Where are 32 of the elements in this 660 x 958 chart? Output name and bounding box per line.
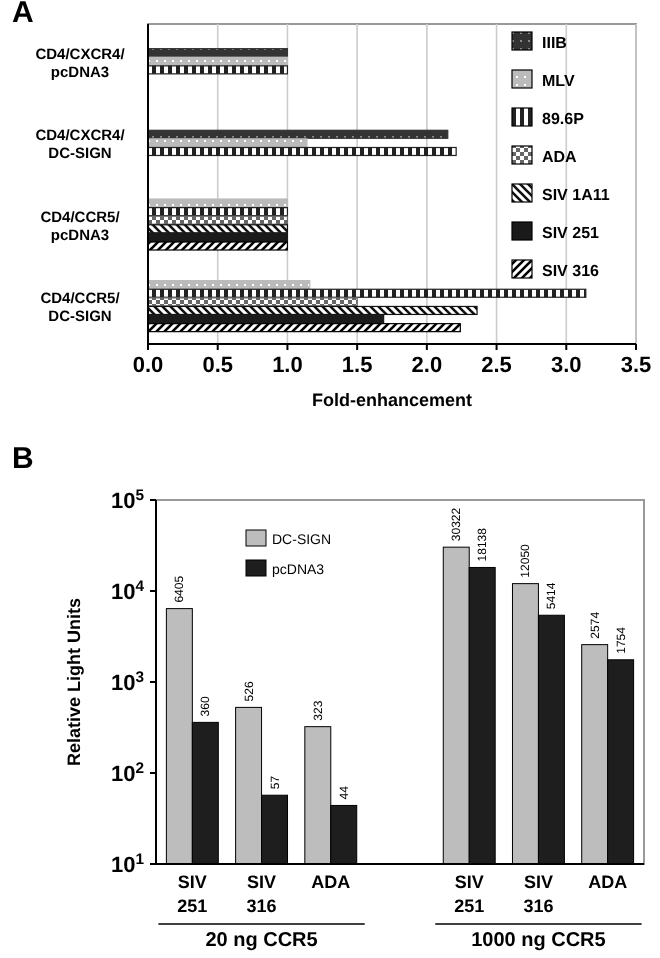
x-tick-label: 2.0 xyxy=(411,354,443,378)
chart-title: A xyxy=(12,0,34,30)
text: 1000 ng CCR5 xyxy=(471,930,607,952)
x-tick-label: SIV 316 xyxy=(246,872,277,916)
x-tick-label: 3.5 xyxy=(620,354,652,378)
chart-title: B xyxy=(12,442,34,476)
x-tick-label: ADA xyxy=(588,872,629,892)
text: 20 ng CCR5 xyxy=(205,930,319,952)
y-tick-label: 10$^{1}$ xyxy=(110,849,146,878)
y-tick-label: 10$^{2}$ xyxy=(110,758,144,787)
legend-label: 89.6P xyxy=(542,110,586,128)
x-tick-label: SIV 251 xyxy=(177,872,208,916)
x-axis-title: Fold-enhancement xyxy=(311,390,473,410)
y-tick-label: 10$^{4}$ xyxy=(110,576,146,605)
legend-label: ADA xyxy=(542,148,578,166)
x-tick-label: SIV 251 xyxy=(454,872,485,916)
y-tick-label: 10$^{5}$ xyxy=(110,485,146,514)
y-tick-label: 10$^{3}$ xyxy=(110,667,144,696)
x-tick-label: 3.0 xyxy=(550,354,582,378)
x-tick-label: 0.0 xyxy=(132,354,164,378)
legend-label: MLV xyxy=(542,72,576,90)
legend-label: SIV 1A11 xyxy=(542,186,611,204)
x-tick-label: ADA xyxy=(311,872,352,892)
x-tick-label: 0.5 xyxy=(202,354,234,378)
legend-label: IIIB xyxy=(542,34,568,52)
legend-label: SIV 316 xyxy=(542,262,601,280)
y-axis-title: Relative Light Units xyxy=(64,597,84,767)
x-tick-label: SIV 316 xyxy=(523,872,554,916)
legend-label: SIV 251 xyxy=(542,224,601,242)
x-tick-label: 1.5 xyxy=(341,354,373,378)
x-tick-label: 2.5 xyxy=(481,354,512,378)
x-tick-label: 1.0 xyxy=(272,354,303,378)
